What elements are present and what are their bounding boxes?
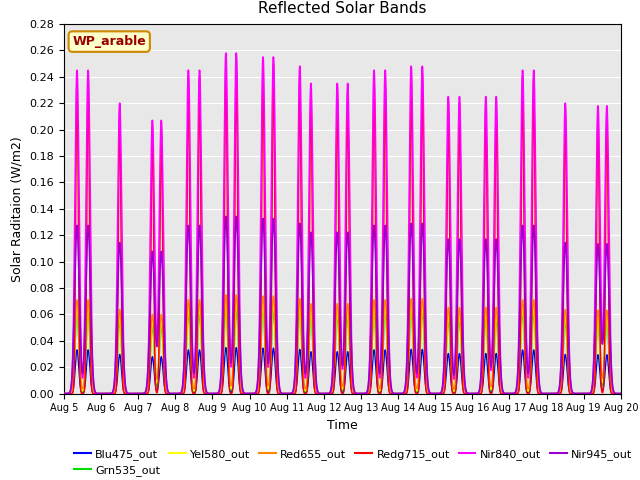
Nir945_out [222, 214, 230, 219]
Red655_out [60, 391, 68, 396]
Blu475_out [157, 356, 164, 361]
Text: WP_arable: WP_arable [72, 35, 146, 48]
Grn535_out [132, 391, 140, 396]
Red655_out [132, 391, 140, 396]
Line: Red655_out: Red655_out [64, 295, 621, 394]
Line: Blu475_out: Blu475_out [64, 348, 621, 394]
Redg715_out [60, 391, 68, 396]
Nir945_out [60, 391, 68, 396]
Red655_out [124, 391, 131, 396]
Blu475_out [124, 391, 131, 396]
Blu475_out [617, 391, 625, 396]
Red655_out [606, 369, 614, 374]
Nir945_out [617, 391, 625, 396]
Grn535_out [606, 377, 614, 383]
Nir840_out [298, 210, 306, 216]
Red655_out [157, 314, 164, 320]
Yel580_out [547, 391, 554, 396]
Redg715_out [547, 391, 554, 396]
Redg715_out [274, 390, 282, 396]
Blu475_out [298, 372, 306, 377]
Redg715_out [157, 149, 164, 155]
Redg715_out [222, 57, 230, 63]
Yel580_out [222, 299, 230, 304]
Title: Reflected Solar Bands: Reflected Solar Bands [258, 1, 427, 16]
Nir945_out [132, 391, 140, 396]
Nir840_out [60, 391, 68, 396]
Nir945_out [547, 391, 554, 396]
Grn535_out [60, 391, 68, 396]
Nir840_out [124, 391, 131, 396]
Nir945_out [606, 336, 614, 342]
Redg715_out [132, 391, 140, 396]
Nir840_out [547, 391, 554, 396]
Blu475_out [547, 391, 554, 396]
Grn535_out [157, 325, 164, 331]
Line: Nir945_out: Nir945_out [64, 216, 621, 394]
Grn535_out [298, 351, 306, 357]
Yel580_out [617, 391, 625, 396]
X-axis label: Time: Time [327, 419, 358, 432]
Redg715_out [606, 384, 614, 390]
Nir840_out [132, 391, 140, 396]
Blu475_out [60, 391, 68, 396]
Nir945_out [274, 362, 282, 368]
Red655_out [617, 391, 625, 396]
Yel580_out [298, 345, 306, 351]
Red655_out [298, 338, 306, 344]
Redg715_out [298, 329, 306, 335]
Red655_out [274, 382, 282, 387]
Redg715_out [617, 391, 625, 396]
Grn535_out [222, 306, 230, 312]
Nir840_out [606, 315, 614, 321]
Blu475_out [274, 389, 282, 395]
Yel580_out [606, 373, 614, 379]
Blu475_out [606, 384, 614, 390]
Nir840_out [274, 360, 282, 365]
Grn535_out [547, 391, 554, 396]
Grn535_out [617, 391, 625, 396]
Nir945_out [157, 252, 164, 258]
Nir840_out [617, 391, 625, 396]
Legend: Blu475_out, Grn535_out, Yel580_out, Red655_out, Redg715_out, Nir840_out, Nir945_: Blu475_out, Grn535_out, Yel580_out, Red6… [70, 444, 637, 480]
Line: Grn535_out: Grn535_out [64, 309, 621, 394]
Yel580_out [60, 391, 68, 396]
Grn535_out [274, 386, 282, 392]
Nir840_out [157, 127, 164, 133]
Y-axis label: Solar Raditaion (W/m2): Solar Raditaion (W/m2) [11, 136, 24, 282]
Redg715_out [124, 391, 131, 396]
Nir945_out [124, 390, 131, 396]
Yel580_out [124, 391, 131, 396]
Blu475_out [222, 345, 230, 350]
Nir945_out [298, 282, 306, 288]
Yel580_out [157, 320, 164, 325]
Red655_out [222, 292, 230, 298]
Yel580_out [274, 384, 282, 390]
Line: Nir840_out: Nir840_out [64, 53, 621, 394]
Line: Yel580_out: Yel580_out [64, 301, 621, 394]
Yel580_out [132, 391, 140, 396]
Nir840_out [222, 50, 230, 56]
Red655_out [547, 391, 554, 396]
Grn535_out [124, 391, 131, 396]
Blu475_out [132, 391, 140, 396]
Line: Redg715_out: Redg715_out [64, 60, 621, 394]
